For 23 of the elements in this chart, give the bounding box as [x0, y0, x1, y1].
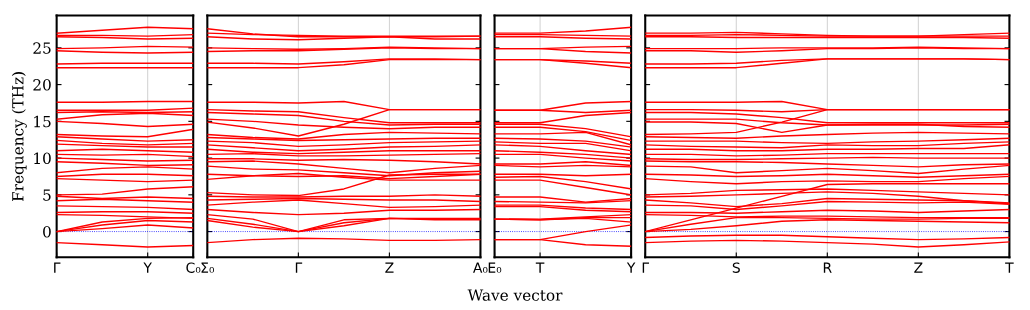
x-tick-label: Y [626, 262, 636, 273]
x-tick-label: Γ [54, 262, 61, 273]
x-tick-label: C₀ [186, 262, 201, 273]
x-tick-label: Z [385, 262, 394, 273]
x-axis-title: Wave vector [467, 289, 563, 301]
y-tick-label: 10 [34, 152, 51, 165]
x-tick-label: S [732, 262, 740, 273]
y-tick-label: 20 [33, 79, 51, 91]
x-tick-label: A₀ [473, 262, 488, 273]
y-tick-label: 5 [43, 189, 51, 201]
x-tick-label: Z [914, 262, 923, 273]
x-tick-label: Σ₀ [201, 262, 215, 273]
y-tick-label: 15 [34, 115, 51, 128]
x-tick-label: Γ [295, 262, 303, 273]
x-tick-label: T [535, 262, 545, 273]
y-axis-title: Frequency (THz) [11, 72, 27, 202]
x-tick-label: E₀ [488, 262, 502, 273]
y-tick-label: 25 [33, 42, 51, 54]
x-tick-label: R [823, 262, 832, 273]
x-tick-label: Γ [642, 262, 650, 273]
x-tick-label: T [1005, 262, 1014, 273]
x-tick-label: Y [143, 262, 152, 273]
y-tick-label: 0 [43, 226, 51, 238]
